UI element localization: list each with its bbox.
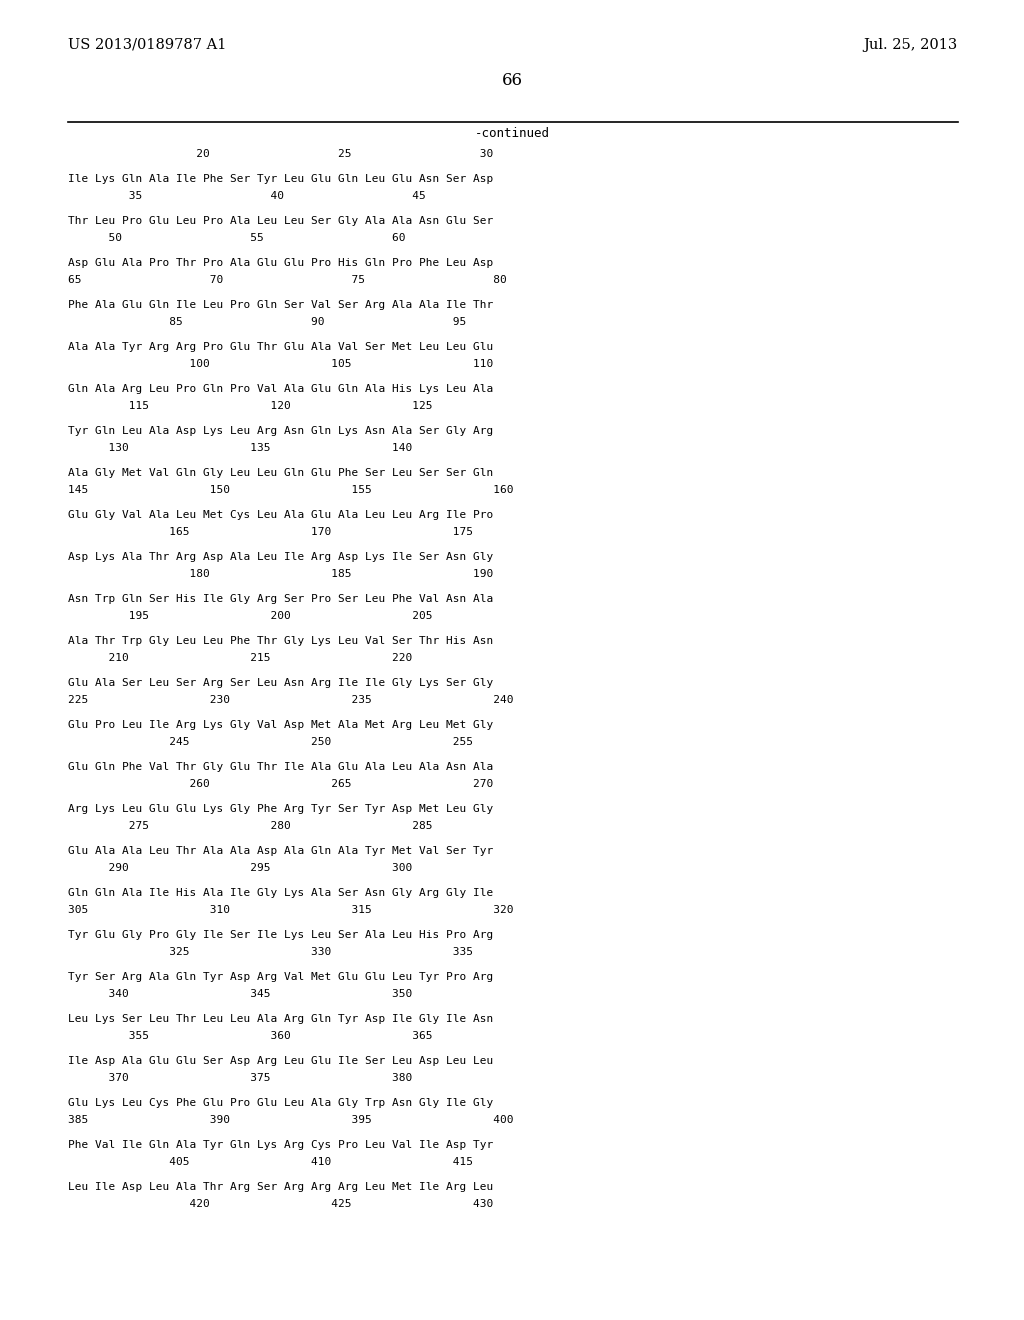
Text: Glu Gln Phe Val Thr Gly Glu Thr Ile Ala Glu Ala Leu Ala Asn Ala: Glu Gln Phe Val Thr Gly Glu Thr Ile Ala … [68,762,494,772]
Text: Asn Trp Gln Ser His Ile Gly Arg Ser Pro Ser Leu Phe Val Asn Ala: Asn Trp Gln Ser His Ile Gly Arg Ser Pro … [68,594,494,605]
Text: Glu Pro Leu Ile Arg Lys Gly Val Asp Met Ala Met Arg Leu Met Gly: Glu Pro Leu Ile Arg Lys Gly Val Asp Met … [68,719,494,730]
Text: Asp Glu Ala Pro Thr Pro Ala Glu Glu Pro His Gln Pro Phe Leu Asp: Asp Glu Ala Pro Thr Pro Ala Glu Glu Pro … [68,257,494,268]
Text: Tyr Glu Gly Pro Gly Ile Ser Ile Lys Leu Ser Ala Leu His Pro Arg: Tyr Glu Gly Pro Gly Ile Ser Ile Lys Leu … [68,931,494,940]
Text: Ile Lys Gln Ala Ile Phe Ser Tyr Leu Glu Gln Leu Glu Asn Ser Asp: Ile Lys Gln Ala Ile Phe Ser Tyr Leu Glu … [68,174,494,183]
Text: Leu Lys Ser Leu Thr Leu Leu Ala Arg Gln Tyr Asp Ile Gly Ile Asn: Leu Lys Ser Leu Thr Leu Leu Ala Arg Gln … [68,1014,494,1024]
Text: Tyr Ser Arg Ala Gln Tyr Asp Arg Val Met Glu Glu Leu Tyr Pro Arg: Tyr Ser Arg Ala Gln Tyr Asp Arg Val Met … [68,972,494,982]
Text: 340                  345                  350: 340 345 350 [68,989,413,999]
Text: 245                  250                  255: 245 250 255 [68,737,473,747]
Text: 100                  105                  110: 100 105 110 [68,359,494,370]
Text: Leu Ile Asp Leu Ala Thr Arg Ser Arg Arg Arg Leu Met Ile Arg Leu: Leu Ile Asp Leu Ala Thr Arg Ser Arg Arg … [68,1181,494,1192]
Text: 370                  375                  380: 370 375 380 [68,1073,413,1082]
Text: 355                  360                  365: 355 360 365 [68,1031,432,1041]
Text: 115                  120                  125: 115 120 125 [68,401,432,411]
Text: Glu Gly Val Ala Leu Met Cys Leu Ala Glu Ala Leu Leu Arg Ile Pro: Glu Gly Val Ala Leu Met Cys Leu Ala Glu … [68,510,494,520]
Text: Phe Val Ile Gln Ala Tyr Gln Lys Arg Cys Pro Leu Val Ile Asp Tyr: Phe Val Ile Gln Ala Tyr Gln Lys Arg Cys … [68,1140,494,1150]
Text: Arg Lys Leu Glu Glu Lys Gly Phe Arg Tyr Ser Tyr Asp Met Leu Gly: Arg Lys Leu Glu Glu Lys Gly Phe Arg Tyr … [68,804,494,814]
Text: 50                   55                   60: 50 55 60 [68,234,406,243]
Text: 290                  295                  300: 290 295 300 [68,863,413,873]
Text: 305                  310                  315                  320: 305 310 315 320 [68,906,513,915]
Text: 325                  330                  335: 325 330 335 [68,946,473,957]
Text: 85                   90                   95: 85 90 95 [68,317,466,327]
Text: 275                  280                  285: 275 280 285 [68,821,432,832]
Text: 165                  170                  175: 165 170 175 [68,527,473,537]
Text: Ala Thr Trp Gly Leu Leu Phe Thr Gly Lys Leu Val Ser Thr His Asn: Ala Thr Trp Gly Leu Leu Phe Thr Gly Lys … [68,636,494,645]
Text: 260                  265                  270: 260 265 270 [68,779,494,789]
Text: 66: 66 [502,73,522,88]
Text: 20                   25                   30: 20 25 30 [68,149,494,158]
Text: Ala Ala Tyr Arg Arg Pro Glu Thr Glu Ala Val Ser Met Leu Leu Glu: Ala Ala Tyr Arg Arg Pro Glu Thr Glu Ala … [68,342,494,352]
Text: US 2013/0189787 A1: US 2013/0189787 A1 [68,38,226,51]
Text: 180                  185                  190: 180 185 190 [68,569,494,579]
Text: Gln Gln Ala Ile His Ala Ile Gly Lys Ala Ser Asn Gly Arg Gly Ile: Gln Gln Ala Ile His Ala Ile Gly Lys Ala … [68,888,494,898]
Text: Glu Ala Ala Leu Thr Ala Ala Asp Ala Gln Ala Tyr Met Val Ser Tyr: Glu Ala Ala Leu Thr Ala Ala Asp Ala Gln … [68,846,494,855]
Text: Jul. 25, 2013: Jul. 25, 2013 [864,38,958,51]
Text: Ile Asp Ala Glu Glu Ser Asp Arg Leu Glu Ile Ser Leu Asp Leu Leu: Ile Asp Ala Glu Glu Ser Asp Arg Leu Glu … [68,1056,494,1067]
Text: Asp Lys Ala Thr Arg Asp Ala Leu Ile Arg Asp Lys Ile Ser Asn Gly: Asp Lys Ala Thr Arg Asp Ala Leu Ile Arg … [68,552,494,562]
Text: Phe Ala Glu Gln Ile Leu Pro Gln Ser Val Ser Arg Ala Ala Ile Thr: Phe Ala Glu Gln Ile Leu Pro Gln Ser Val … [68,300,494,310]
Text: Glu Ala Ser Leu Ser Arg Ser Leu Asn Arg Ile Ile Gly Lys Ser Gly: Glu Ala Ser Leu Ser Arg Ser Leu Asn Arg … [68,678,494,688]
Text: 195                  200                  205: 195 200 205 [68,611,432,620]
Text: Gln Ala Arg Leu Pro Gln Pro Val Ala Glu Gln Ala His Lys Leu Ala: Gln Ala Arg Leu Pro Gln Pro Val Ala Glu … [68,384,494,393]
Text: Tyr Gln Leu Ala Asp Lys Leu Arg Asn Gln Lys Asn Ala Ser Gly Arg: Tyr Gln Leu Ala Asp Lys Leu Arg Asn Gln … [68,426,494,436]
Text: 65                   70                   75                   80: 65 70 75 80 [68,275,507,285]
Text: Ala Gly Met Val Gln Gly Leu Leu Gln Glu Phe Ser Leu Ser Ser Gln: Ala Gly Met Val Gln Gly Leu Leu Gln Glu … [68,469,494,478]
Text: 210                  215                  220: 210 215 220 [68,653,413,663]
Text: 130                  135                  140: 130 135 140 [68,444,413,453]
Text: 145                  150                  155                  160: 145 150 155 160 [68,484,513,495]
Text: -continued: -continued [474,127,550,140]
Text: 385                  390                  395                  400: 385 390 395 400 [68,1115,513,1125]
Text: 420                  425                  430: 420 425 430 [68,1199,494,1209]
Text: 405                  410                  415: 405 410 415 [68,1158,473,1167]
Text: Glu Lys Leu Cys Phe Glu Pro Glu Leu Ala Gly Trp Asn Gly Ile Gly: Glu Lys Leu Cys Phe Glu Pro Glu Leu Ala … [68,1098,494,1107]
Text: 35                   40                   45: 35 40 45 [68,191,426,201]
Text: 225                  230                  235                  240: 225 230 235 240 [68,696,513,705]
Text: Thr Leu Pro Glu Leu Pro Ala Leu Leu Ser Gly Ala Ala Asn Glu Ser: Thr Leu Pro Glu Leu Pro Ala Leu Leu Ser … [68,216,494,226]
